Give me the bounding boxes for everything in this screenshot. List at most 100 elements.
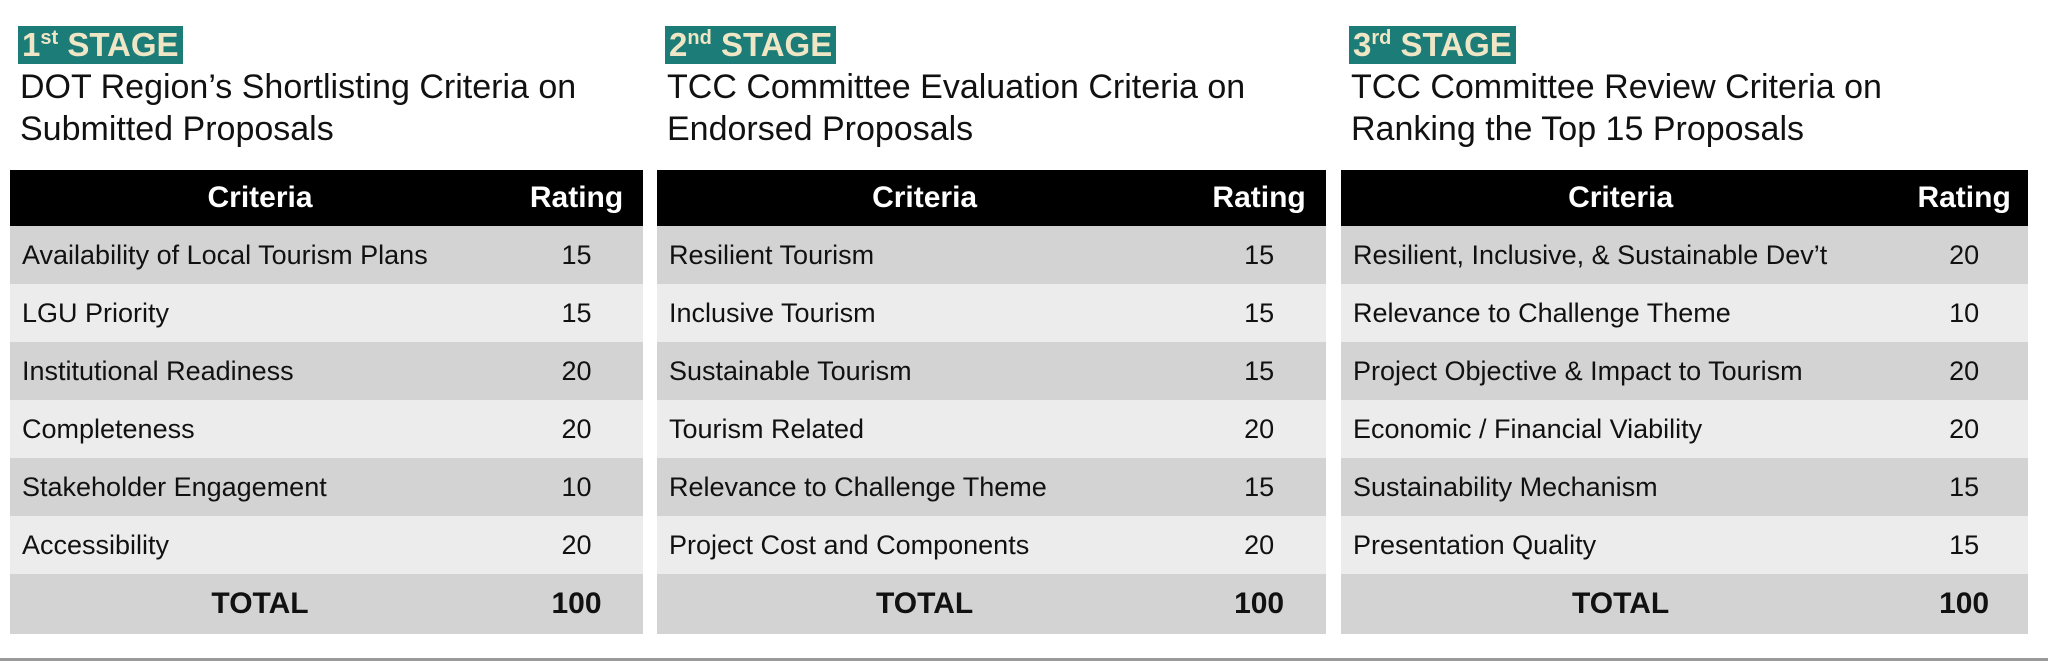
criteria-row: Institutional Readiness 20 — [10, 342, 643, 400]
stage-suffix: rd — [1371, 27, 1392, 49]
total-row: TOTAL 100 — [10, 574, 643, 634]
rating-cell: 15 — [1192, 284, 1326, 342]
stage-title: TCC Committee Evaluation Criteria on Endo… — [667, 66, 1245, 150]
stage-number: 3 — [1353, 26, 1372, 63]
stage-word: STAGE — [1400, 26, 1512, 63]
stage-title: DOT Region’s Shortlisting Criteria on Sub… — [20, 66, 576, 150]
stage-suffix: st — [40, 27, 59, 49]
bottom-rule — [0, 658, 2048, 661]
total-value: 100 — [510, 574, 643, 634]
rating-cell: 15 — [1900, 516, 2028, 574]
criteria-cell: Project Objective & Impact to Tourism — [1341, 342, 1901, 400]
criteria-cell: Sustainable Tourism — [657, 342, 1193, 400]
stage-panel: 2nd STAGE TCC Committee Evaluation Criter… — [657, 0, 1326, 640]
criteria-cell: Accessibility — [10, 516, 511, 574]
rating-cell: 20 — [1900, 342, 2028, 400]
rating-cell: 15 — [510, 284, 643, 342]
criteria-cell: Stakeholder Engagement — [10, 458, 511, 516]
rating-cell: 15 — [1192, 458, 1326, 516]
header-cell: Rating — [510, 170, 643, 226]
stage-badge: 3rd STAGE — [1349, 26, 1516, 64]
header-cell: Rating — [1900, 170, 2028, 226]
header-cell: Criteria — [657, 170, 1193, 226]
criteria-row: Sustainable Tourism 15 — [657, 342, 1326, 400]
criteria-row: Presentation Quality 15 — [1341, 516, 2028, 574]
rating-cell: 20 — [510, 342, 643, 400]
criteria-cell: Availability of Local Tourism Plans — [10, 226, 511, 284]
total-label: TOTAL — [10, 574, 511, 634]
criteria-row: Availability of Local Tourism Plans 15 — [10, 226, 643, 284]
total-label: TOTAL — [657, 574, 1193, 634]
rating-cell: 10 — [1900, 284, 2028, 342]
total-row: TOTAL 100 — [1341, 574, 2028, 634]
criteria-cell: LGU Priority — [10, 284, 511, 342]
stage-number: 2 — [669, 26, 688, 63]
stage-panel: 3rd STAGE TCC Committee Review Criteria o… — [1341, 0, 2028, 640]
header-cell: Criteria — [1341, 170, 1901, 226]
criteria-cell: Tourism Related — [657, 400, 1193, 458]
criteria-cell: Inclusive Tourism — [657, 284, 1193, 342]
stage-word: STAGE — [720, 26, 833, 63]
criteria-row: Relevance to Challenge Theme 10 — [1341, 284, 2028, 342]
criteria-table: Criteria Rating Resilient Tourism 15 Inclusi… — [657, 170, 1326, 634]
stage-suffix: nd — [687, 27, 712, 49]
criteria-row: Resilient Tourism 15 — [657, 226, 1326, 284]
rating-cell: 20 — [1192, 516, 1326, 574]
total-value: 100 — [1900, 574, 2028, 634]
stage-word: STAGE — [67, 26, 179, 63]
criteria-cell: Resilient Tourism — [657, 226, 1193, 284]
rating-cell: 10 — [510, 458, 643, 516]
criteria-table: Criteria Rating Availability of Local Tour… — [10, 170, 643, 634]
criteria-row: Inclusive Tourism 15 — [657, 284, 1326, 342]
rating-cell: 15 — [1192, 342, 1326, 400]
rating-cell: 20 — [1900, 400, 2028, 458]
rating-cell: 20 — [1192, 400, 1326, 458]
title-line: TCC Committee Review Criteria on — [1351, 68, 1882, 106]
criteria-row: Stakeholder Engagement 10 — [10, 458, 643, 516]
title-line: TCC Committee Evaluation Criteria on — [667, 68, 1246, 106]
criteria-cell: Economic / Financial Viability — [1341, 400, 1901, 458]
criteria-cell: Sustainability Mechanism — [1341, 458, 1901, 516]
header-row: Criteria Rating — [10, 170, 643, 226]
criteria-row: Accessibility 20 — [10, 516, 643, 574]
rating-cell: 15 — [1900, 458, 2028, 516]
criteria-row: Economic / Financial Viability 20 — [1341, 400, 2028, 458]
header-cell: Rating — [1192, 170, 1326, 226]
stage-badge: 2nd STAGE — [665, 26, 837, 64]
criteria-cell: Relevance to Challenge Theme — [657, 458, 1193, 516]
rating-cell: 20 — [510, 400, 643, 458]
criteria-row: Relevance to Challenge Theme 15 — [657, 458, 1326, 516]
title-line: Submitted Proposals — [20, 110, 334, 148]
stage-badge: 1st STAGE — [18, 26, 183, 64]
rating-cell: 20 — [510, 516, 643, 574]
criteria-row: Project Cost and Components 20 — [657, 516, 1326, 574]
title-line: DOT Region’s Shortlisting Criteria on — [20, 68, 577, 106]
criteria-cell: Completeness — [10, 400, 511, 458]
criteria-row: LGU Priority 15 — [10, 284, 643, 342]
criteria-row: Tourism Related 20 — [657, 400, 1326, 458]
stage-panel: 1st STAGE DOT Region’s Shortlisting Crite… — [10, 0, 643, 640]
header-row: Criteria Rating — [657, 170, 1326, 226]
rating-cell: 15 — [1192, 226, 1326, 284]
criteria-cell: Resilient, Inclusive, & Sustainable Dev’… — [1341, 226, 1901, 284]
header-cell: Criteria — [10, 170, 511, 226]
title-line: Ranking the Top 15 Proposals — [1351, 110, 1805, 148]
criteria-row: Project Objective & Impact to Tourism 20 — [1341, 342, 2028, 400]
criteria-cell: Project Cost and Components — [657, 516, 1193, 574]
total-value: 100 — [1192, 574, 1326, 634]
table-body: Criteria Rating Resilient, Inclusive, & Su… — [1341, 170, 2028, 634]
table-body: Criteria Rating Resilient Tourism 15 Inclusi… — [657, 170, 1326, 634]
header-row: Criteria Rating — [1341, 170, 2028, 226]
stage-title: TCC Committee Review Criteria on Ranking … — [1351, 66, 1882, 150]
criteria-row: Completeness 20 — [10, 400, 643, 458]
rating-cell: 15 — [510, 226, 643, 284]
criteria-row: Resilient, Inclusive, & Sustainable Dev’… — [1341, 226, 2028, 284]
criteria-cell: Presentation Quality — [1341, 516, 1901, 574]
total-label: TOTAL — [1341, 574, 1901, 634]
criteria-cell: Institutional Readiness — [10, 342, 511, 400]
criteria-table: Criteria Rating Resilient, Inclusive, & Su… — [1341, 170, 2028, 634]
stage-number: 1 — [22, 26, 41, 63]
criteria-cell: Relevance to Challenge Theme — [1341, 284, 1901, 342]
rating-cell: 20 — [1900, 226, 2028, 284]
